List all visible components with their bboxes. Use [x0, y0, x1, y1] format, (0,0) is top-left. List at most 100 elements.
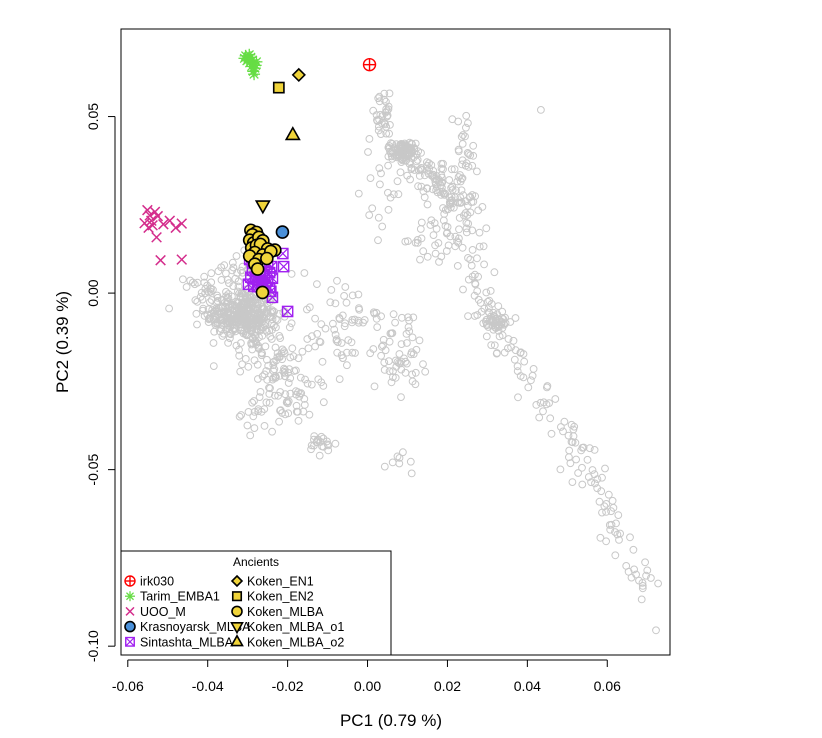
background-point: [232, 252, 241, 260]
background-point: [280, 369, 289, 377]
background-point: [379, 341, 387, 350]
background-point: [626, 533, 634, 542]
data-point: [238, 52, 251, 65]
background-point: [286, 389, 295, 398]
background-point: [524, 383, 533, 392]
background-point: [568, 478, 577, 487]
background-point: [652, 626, 660, 635]
background-point: [468, 246, 477, 254]
background-point: [364, 148, 372, 156]
x-tick-label: 0.06: [594, 678, 621, 694]
background-point: [223, 308, 232, 317]
background-point: [287, 319, 296, 328]
background-point: [514, 393, 522, 402]
background-point: [214, 267, 223, 276]
background-point: [380, 358, 389, 367]
background-point: [261, 342, 270, 351]
background-point: [213, 307, 222, 316]
background-point: [482, 224, 491, 233]
background-point: [454, 117, 463, 126]
background-point: [637, 595, 646, 604]
background-point: [629, 545, 638, 554]
background-point: [266, 384, 274, 393]
background-point: [450, 165, 459, 174]
background-point: [394, 148, 403, 157]
background-point: [377, 351, 386, 360]
background-point: [254, 405, 263, 414]
background-point: [568, 438, 577, 447]
background-point: [232, 341, 241, 350]
background-point: [385, 337, 394, 346]
legend-item: Tarim_EMBA1: [125, 590, 220, 604]
background-point: [441, 189, 450, 198]
background-point: [231, 274, 240, 283]
y-axis-label: PC2 (0.39 %): [53, 291, 72, 393]
background-point: [459, 131, 467, 139]
background-point: [292, 401, 301, 410]
background-point: [528, 371, 537, 380]
data-point: [277, 260, 290, 273]
background-point: [281, 372, 289, 381]
background-point: [224, 309, 233, 318]
background-point: [407, 469, 416, 478]
background-point: [219, 329, 228, 338]
background-point: [374, 236, 382, 245]
background-point: [416, 225, 425, 233]
background-point: [442, 247, 451, 255]
background-point: [275, 417, 284, 426]
background-point: [395, 359, 403, 368]
background-point: [201, 289, 210, 298]
background-point: [228, 258, 237, 267]
background-point: [427, 216, 436, 225]
background-point: [236, 367, 245, 376]
background-point: [275, 332, 284, 340]
background-point: [611, 528, 619, 536]
background-point: [373, 323, 382, 332]
background-point: [332, 336, 341, 345]
background-point: [578, 463, 586, 472]
background-point: [369, 106, 378, 115]
background-point: [406, 145, 414, 154]
background-point: [545, 399, 553, 408]
background-point: [593, 484, 602, 493]
x-tick-label: -0.06: [112, 678, 144, 694]
background-point: [485, 296, 494, 305]
background-point: [466, 255, 475, 264]
background-point: [375, 164, 384, 173]
background-point: [200, 272, 209, 281]
data-point: [170, 222, 182, 234]
data-point: [248, 68, 261, 81]
background-point: [243, 299, 252, 307]
data-point: [176, 218, 188, 229]
background-point: [262, 367, 271, 375]
background-point: [495, 332, 504, 341]
background-point: [276, 406, 285, 415]
background-point: [578, 480, 587, 489]
background-point: [432, 175, 441, 184]
background-point: [445, 176, 454, 184]
background-point: [468, 226, 477, 235]
background-point: [460, 211, 468, 220]
data-point: [260, 251, 274, 266]
legend-label: Koken_MLBA_o1: [247, 620, 344, 634]
background-point: [393, 452, 402, 461]
background-point: [321, 324, 330, 333]
data-point: [281, 305, 294, 318]
background-point: [318, 357, 327, 366]
background-point: [397, 365, 406, 374]
background-point: [448, 182, 457, 191]
background-point: [382, 97, 390, 106]
background-point: [250, 424, 259, 433]
data-point: [284, 126, 301, 141]
background-point: [238, 306, 247, 315]
background-point: [466, 151, 475, 160]
background-point: [611, 551, 620, 560]
background-point: [234, 282, 243, 291]
background-point: [337, 339, 346, 347]
background-point: [495, 322, 504, 331]
background-point: [235, 316, 243, 325]
background-point: [192, 309, 201, 318]
background-point: [393, 177, 402, 186]
background-point: [388, 154, 397, 163]
background-point: [566, 459, 575, 468]
